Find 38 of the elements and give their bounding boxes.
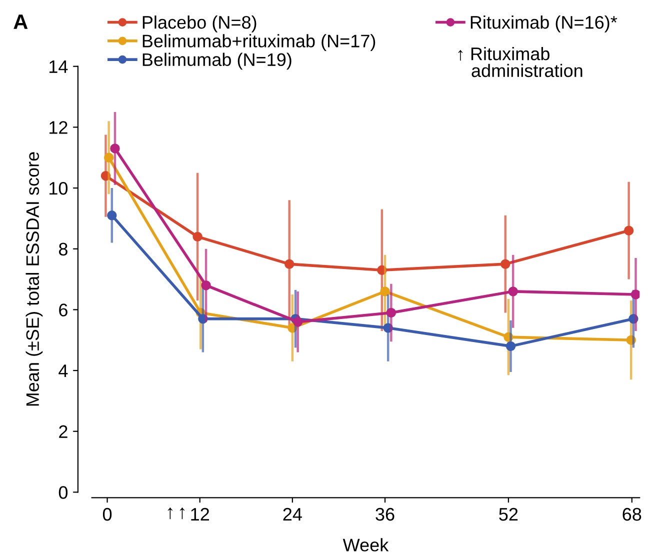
y-tick-label: 10 bbox=[50, 182, 68, 195]
point bbox=[630, 290, 640, 300]
y-tick-label: 4 bbox=[58, 364, 68, 378]
y-tick-label: 2 bbox=[59, 425, 68, 438]
point bbox=[192, 232, 202, 242]
x-tick-label: 24 bbox=[283, 508, 302, 521]
x-tick-label: 68 bbox=[622, 508, 642, 521]
annotation: ↑ Rituximab administration bbox=[458, 47, 582, 78]
point bbox=[107, 210, 117, 220]
point bbox=[624, 226, 634, 236]
legend-label: Placebo (N=8) bbox=[142, 16, 256, 32]
text: ↑ bbox=[180, 508, 184, 520]
text: A bbox=[14, 14, 28, 29]
y-tick-label: 0 bbox=[58, 486, 68, 499]
y-tick-label: 12 bbox=[50, 121, 68, 134]
y-tick-label: 14 bbox=[50, 60, 68, 73]
legend-label: Rituximab (N=16)* bbox=[470, 16, 618, 32]
point bbox=[284, 259, 294, 269]
x-tick-label: 0 bbox=[102, 508, 112, 521]
x-tick-label: 36 bbox=[376, 508, 394, 521]
point bbox=[500, 259, 510, 269]
point bbox=[380, 286, 390, 296]
point bbox=[292, 316, 303, 327]
point bbox=[201, 280, 211, 290]
point bbox=[508, 286, 518, 296]
legend-label: Belimumab+rituximab (N=17) bbox=[142, 34, 376, 51]
text: ↑ bbox=[168, 508, 172, 520]
legend-label: Belimumab (N=19) bbox=[142, 52, 292, 70]
point bbox=[110, 144, 120, 154]
y-tick-label: 6 bbox=[59, 304, 68, 316]
x-axis-title: Week bbox=[342, 538, 389, 552]
x-tick-label: 52 bbox=[499, 508, 518, 521]
point bbox=[386, 308, 396, 318]
point bbox=[506, 341, 516, 352]
point bbox=[104, 152, 114, 162]
y-axis-title: Mean (±SE) total ESSDAI score bbox=[26, 152, 43, 406]
y-tick-label: 8 bbox=[58, 242, 68, 256]
x-tick-label: 12 bbox=[191, 508, 209, 521]
